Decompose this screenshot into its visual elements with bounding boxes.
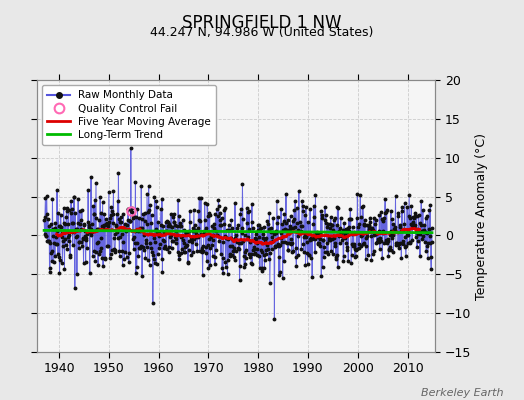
Text: Berkeley Earth: Berkeley Earth (421, 388, 503, 398)
Text: SPRINGFIELD 1 NW: SPRINGFIELD 1 NW (182, 14, 342, 32)
Y-axis label: Temperature Anomaly (°C): Temperature Anomaly (°C) (475, 132, 488, 300)
Text: 44.247 N, 94.986 W (United States): 44.247 N, 94.986 W (United States) (150, 26, 374, 39)
Legend: Raw Monthly Data, Quality Control Fail, Five Year Moving Average, Long-Term Tren: Raw Monthly Data, Quality Control Fail, … (42, 85, 216, 145)
